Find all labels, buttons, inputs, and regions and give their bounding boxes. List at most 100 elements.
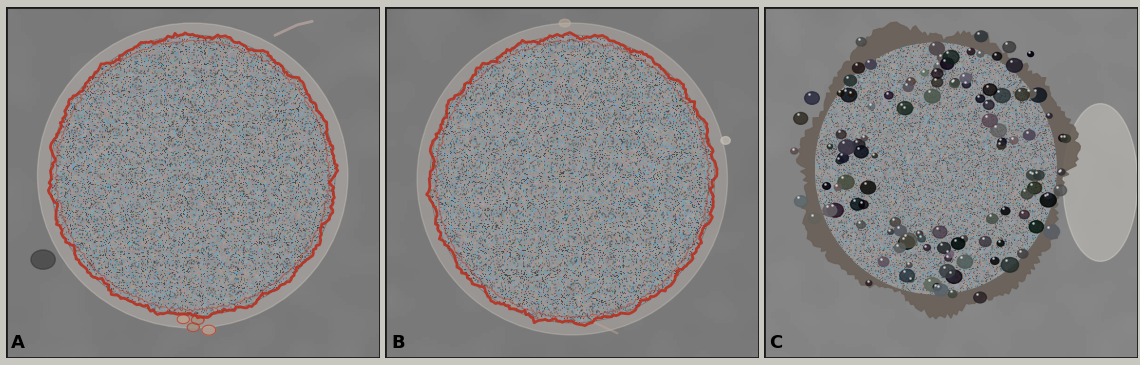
Ellipse shape xyxy=(925,89,940,103)
Ellipse shape xyxy=(906,262,912,268)
Ellipse shape xyxy=(838,175,854,189)
Ellipse shape xyxy=(838,140,855,154)
Ellipse shape xyxy=(977,51,984,57)
Ellipse shape xyxy=(850,199,864,210)
Ellipse shape xyxy=(960,236,968,242)
Ellipse shape xyxy=(909,278,914,282)
Ellipse shape xyxy=(976,95,985,103)
Ellipse shape xyxy=(921,70,928,76)
Ellipse shape xyxy=(933,226,947,238)
Ellipse shape xyxy=(1062,104,1138,261)
Ellipse shape xyxy=(1034,170,1044,180)
Ellipse shape xyxy=(862,136,868,141)
Ellipse shape xyxy=(808,213,821,224)
Ellipse shape xyxy=(888,229,894,234)
Text: A: A xyxy=(11,334,25,353)
Ellipse shape xyxy=(417,23,727,335)
Ellipse shape xyxy=(974,292,986,303)
Ellipse shape xyxy=(937,53,947,62)
Ellipse shape xyxy=(853,63,864,73)
Ellipse shape xyxy=(187,323,200,332)
Ellipse shape xyxy=(897,101,913,115)
Ellipse shape xyxy=(931,77,943,87)
Ellipse shape xyxy=(945,255,952,261)
Ellipse shape xyxy=(991,124,1007,137)
Ellipse shape xyxy=(937,242,951,253)
Ellipse shape xyxy=(1018,249,1028,258)
Ellipse shape xyxy=(848,92,854,97)
Ellipse shape xyxy=(38,23,348,328)
Ellipse shape xyxy=(856,38,866,46)
Ellipse shape xyxy=(890,218,901,227)
Ellipse shape xyxy=(1027,51,1034,57)
Ellipse shape xyxy=(998,240,1004,246)
Ellipse shape xyxy=(1061,135,1070,142)
Ellipse shape xyxy=(865,60,877,69)
Ellipse shape xyxy=(894,226,906,236)
Ellipse shape xyxy=(934,284,947,296)
Ellipse shape xyxy=(994,89,1010,103)
Ellipse shape xyxy=(984,100,994,110)
Ellipse shape xyxy=(894,243,905,253)
Ellipse shape xyxy=(1059,134,1067,142)
Ellipse shape xyxy=(1024,130,1035,140)
Ellipse shape xyxy=(1021,189,1033,199)
Ellipse shape xyxy=(861,181,876,194)
Ellipse shape xyxy=(856,221,865,228)
Ellipse shape xyxy=(1003,42,1016,53)
Ellipse shape xyxy=(952,238,964,249)
Ellipse shape xyxy=(1044,225,1059,238)
Ellipse shape xyxy=(838,153,848,162)
Ellipse shape xyxy=(878,257,889,266)
Ellipse shape xyxy=(793,112,807,124)
Ellipse shape xyxy=(1040,193,1057,207)
Text: C: C xyxy=(770,334,783,353)
Ellipse shape xyxy=(560,19,570,27)
Ellipse shape xyxy=(1029,171,1041,181)
Ellipse shape xyxy=(967,49,975,55)
Ellipse shape xyxy=(202,325,215,335)
Ellipse shape xyxy=(960,73,971,83)
Ellipse shape xyxy=(1058,169,1065,175)
Ellipse shape xyxy=(720,137,731,144)
Ellipse shape xyxy=(805,92,820,104)
Ellipse shape xyxy=(962,81,970,88)
Ellipse shape xyxy=(946,270,962,283)
Ellipse shape xyxy=(899,233,917,247)
Ellipse shape xyxy=(1027,182,1042,194)
Ellipse shape xyxy=(945,250,954,258)
Ellipse shape xyxy=(868,103,874,109)
Ellipse shape xyxy=(975,31,987,42)
Ellipse shape xyxy=(983,114,998,127)
Ellipse shape xyxy=(1019,210,1029,219)
Ellipse shape xyxy=(1007,59,1023,72)
Ellipse shape xyxy=(898,236,914,249)
Ellipse shape xyxy=(958,255,972,268)
Ellipse shape xyxy=(925,278,940,291)
Ellipse shape xyxy=(795,196,807,207)
Ellipse shape xyxy=(823,204,837,216)
Ellipse shape xyxy=(903,83,913,92)
Ellipse shape xyxy=(1026,170,1039,180)
Ellipse shape xyxy=(853,139,865,150)
Ellipse shape xyxy=(917,231,923,237)
Ellipse shape xyxy=(1054,185,1067,196)
Ellipse shape xyxy=(934,62,946,72)
Ellipse shape xyxy=(948,290,956,297)
Ellipse shape xyxy=(918,235,926,242)
Ellipse shape xyxy=(836,157,844,164)
Ellipse shape xyxy=(885,92,893,99)
Ellipse shape xyxy=(901,105,912,115)
Ellipse shape xyxy=(983,84,996,96)
Ellipse shape xyxy=(899,269,914,282)
Ellipse shape xyxy=(939,265,955,277)
Ellipse shape xyxy=(35,254,50,265)
Ellipse shape xyxy=(1031,88,1047,102)
Ellipse shape xyxy=(986,214,998,223)
Ellipse shape xyxy=(844,75,856,86)
Ellipse shape xyxy=(1057,170,1062,175)
Ellipse shape xyxy=(931,69,943,78)
Ellipse shape xyxy=(828,203,844,217)
Ellipse shape xyxy=(192,315,204,324)
Ellipse shape xyxy=(872,153,878,158)
